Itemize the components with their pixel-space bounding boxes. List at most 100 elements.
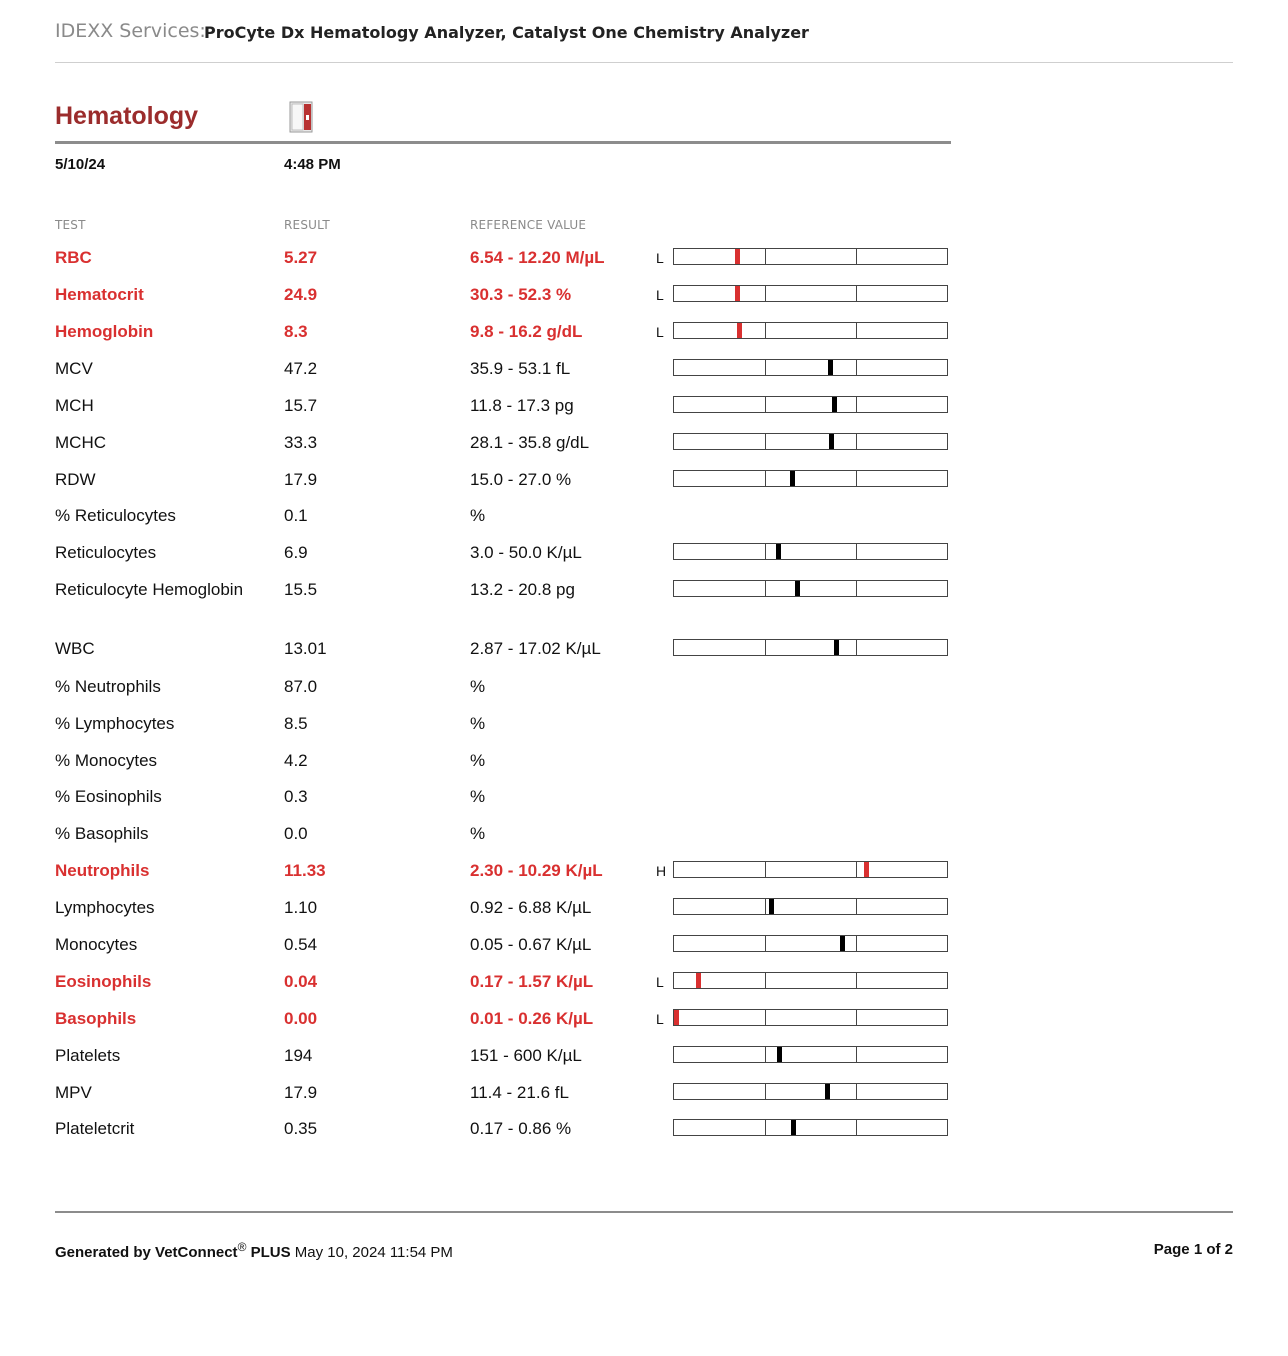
gauge-divider — [765, 434, 766, 449]
gauge-marker — [776, 544, 781, 559]
reference-range: % — [470, 751, 486, 770]
gauge-divider — [856, 1010, 857, 1025]
gauge-marker — [795, 581, 800, 596]
test-result: 1.10 — [284, 898, 318, 917]
test-result: 4.2 — [284, 751, 308, 770]
gauge-divider — [856, 581, 857, 596]
gauge-divider — [765, 397, 766, 412]
collection-time: 4:48 PM — [284, 156, 341, 173]
test-result: 0.0 — [284, 824, 308, 843]
table-row: Reticulocyte Hemoglobin 15.5 13.2 - 20.8 p… — [0, 578, 1288, 608]
test-result: 6.9 — [284, 543, 308, 562]
table-row: MCV 47.2 35.9 - 53.1 fL — [0, 357, 1288, 387]
gauge-divider — [856, 1120, 857, 1135]
gauge-marker — [832, 397, 837, 412]
test-name: Lymphocytes — [55, 898, 155, 917]
gauge-divider — [856, 1084, 857, 1099]
gauge-divider — [856, 434, 857, 449]
reference-range: 9.8 - 16.2 g/dL — [470, 322, 583, 341]
range-gauge — [673, 1119, 948, 1136]
table-row: Hemoglobin 8.3 9.8 - 16.2 g/dL L — [0, 320, 1288, 350]
table-row: RBC 5.27 6.54 - 12.20 M/µL L — [0, 246, 1288, 276]
table-row: Eosinophils 0.04 0.17 - 1.57 K/µL L — [0, 970, 1288, 1000]
test-name: MCHC — [55, 433, 106, 452]
gauge-marker — [828, 360, 833, 375]
table-row: Monocytes 0.54 0.05 - 0.67 K/µL — [0, 933, 1288, 963]
range-flag: H — [656, 863, 667, 879]
gauge-divider — [856, 640, 857, 655]
reference-range: % — [470, 787, 486, 806]
gauge-divider — [765, 581, 766, 596]
test-name: Monocytes — [55, 935, 138, 954]
reference-range: 0.01 - 0.26 K/µL — [470, 1009, 594, 1028]
test-name: Reticulocytes — [55, 543, 157, 562]
gauge-divider — [856, 936, 857, 951]
range-gauge — [673, 543, 948, 560]
table-row: Hematocrit 24.9 30.3 - 52.3 % L — [0, 283, 1288, 313]
gauge-divider — [856, 862, 857, 877]
table-row: % Basophils 0.0% — [0, 822, 1288, 852]
gauge-divider — [765, 640, 766, 655]
test-name: Basophils — [55, 1009, 137, 1028]
test-name: RDW — [55, 470, 96, 489]
range-flag: L — [656, 287, 664, 303]
gauge-marker — [674, 1010, 679, 1025]
gauge-divider — [856, 397, 857, 412]
test-name: Hemoglobin — [55, 322, 154, 341]
test-result: 17.9 — [284, 1083, 318, 1102]
test-name: Neutrophils — [55, 861, 150, 880]
column-header-reference: REFERENCE VALUE — [470, 218, 587, 232]
range-gauge — [673, 396, 948, 413]
gauge-divider — [765, 862, 766, 877]
test-result: 33.3 — [284, 433, 318, 452]
test-result: 0.3 — [284, 787, 308, 806]
gauge-marker — [737, 323, 742, 338]
reference-range: % — [470, 824, 486, 843]
reference-range: 3.0 - 50.0 K/µL — [470, 543, 582, 562]
range-gauge — [673, 1046, 948, 1063]
gauge-divider — [765, 936, 766, 951]
reference-range: 0.92 - 6.88 K/µL — [470, 898, 592, 917]
column-header-test: TEST — [55, 218, 86, 232]
range-gauge — [673, 433, 948, 450]
test-result: 47.2 — [284, 359, 318, 378]
range-gauge — [673, 861, 948, 878]
gauge-divider — [856, 323, 857, 338]
gauge-marker — [825, 1084, 830, 1099]
table-row: WBC 13.01 2.87 - 17.02 K/µL — [0, 637, 1288, 667]
range-gauge — [673, 898, 948, 915]
table-row: Plateletcrit 0.35 0.17 - 0.86 % — [0, 1117, 1288, 1147]
test-name: % Reticulocytes — [55, 506, 176, 525]
test-name: % Basophils — [55, 824, 149, 843]
gauge-divider — [856, 249, 857, 264]
reference-range: 0.17 - 0.86 % — [470, 1119, 572, 1138]
test-result: 15.7 — [284, 396, 318, 415]
table-row: Neutrophils 11.33 2.30 - 10.29 K/µL H — [0, 859, 1288, 889]
gauge-marker — [735, 249, 740, 264]
range-gauge — [673, 1009, 948, 1026]
test-result: 24.9 — [284, 285, 318, 304]
gauge-marker — [777, 1047, 782, 1062]
table-row: Platelets 194 151 - 600 K/µL — [0, 1044, 1288, 1074]
generated-timestamp: May 10, 2024 11:54 PM — [294, 1244, 453, 1261]
gauge-divider — [856, 973, 857, 988]
range-gauge — [673, 580, 948, 597]
range-gauge — [673, 470, 948, 487]
services-label: IDEXX Services: — [55, 20, 206, 42]
gauge-divider — [765, 544, 766, 559]
test-result: 13.01 — [284, 639, 327, 658]
test-result: 0.1 — [284, 506, 308, 525]
gauge-marker — [834, 640, 839, 655]
gauge-divider — [765, 323, 766, 338]
test-name: % Monocytes — [55, 751, 158, 770]
range-gauge — [673, 935, 948, 952]
test-result: 0.35 — [284, 1119, 318, 1138]
table-row: % Monocytes 4.2% — [0, 749, 1288, 779]
test-name: RBC — [55, 248, 92, 267]
test-name: MPV — [55, 1083, 92, 1102]
gauge-marker — [840, 936, 845, 951]
table-row: MCH 15.7 11.8 - 17.3 pg — [0, 394, 1288, 424]
test-name: Reticulocyte Hemoglobin — [55, 580, 244, 599]
table-row: Reticulocytes 6.9 3.0 - 50.0 K/µL — [0, 541, 1288, 571]
test-result: 5.27 — [284, 248, 318, 267]
